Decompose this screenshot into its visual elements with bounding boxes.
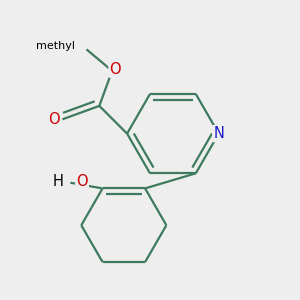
Text: O: O [49, 112, 60, 127]
Text: H: H [53, 174, 64, 189]
Text: methyl: methyl [36, 41, 75, 51]
Text: N: N [213, 126, 224, 141]
Text: O: O [110, 62, 121, 77]
Text: O: O [76, 174, 88, 189]
